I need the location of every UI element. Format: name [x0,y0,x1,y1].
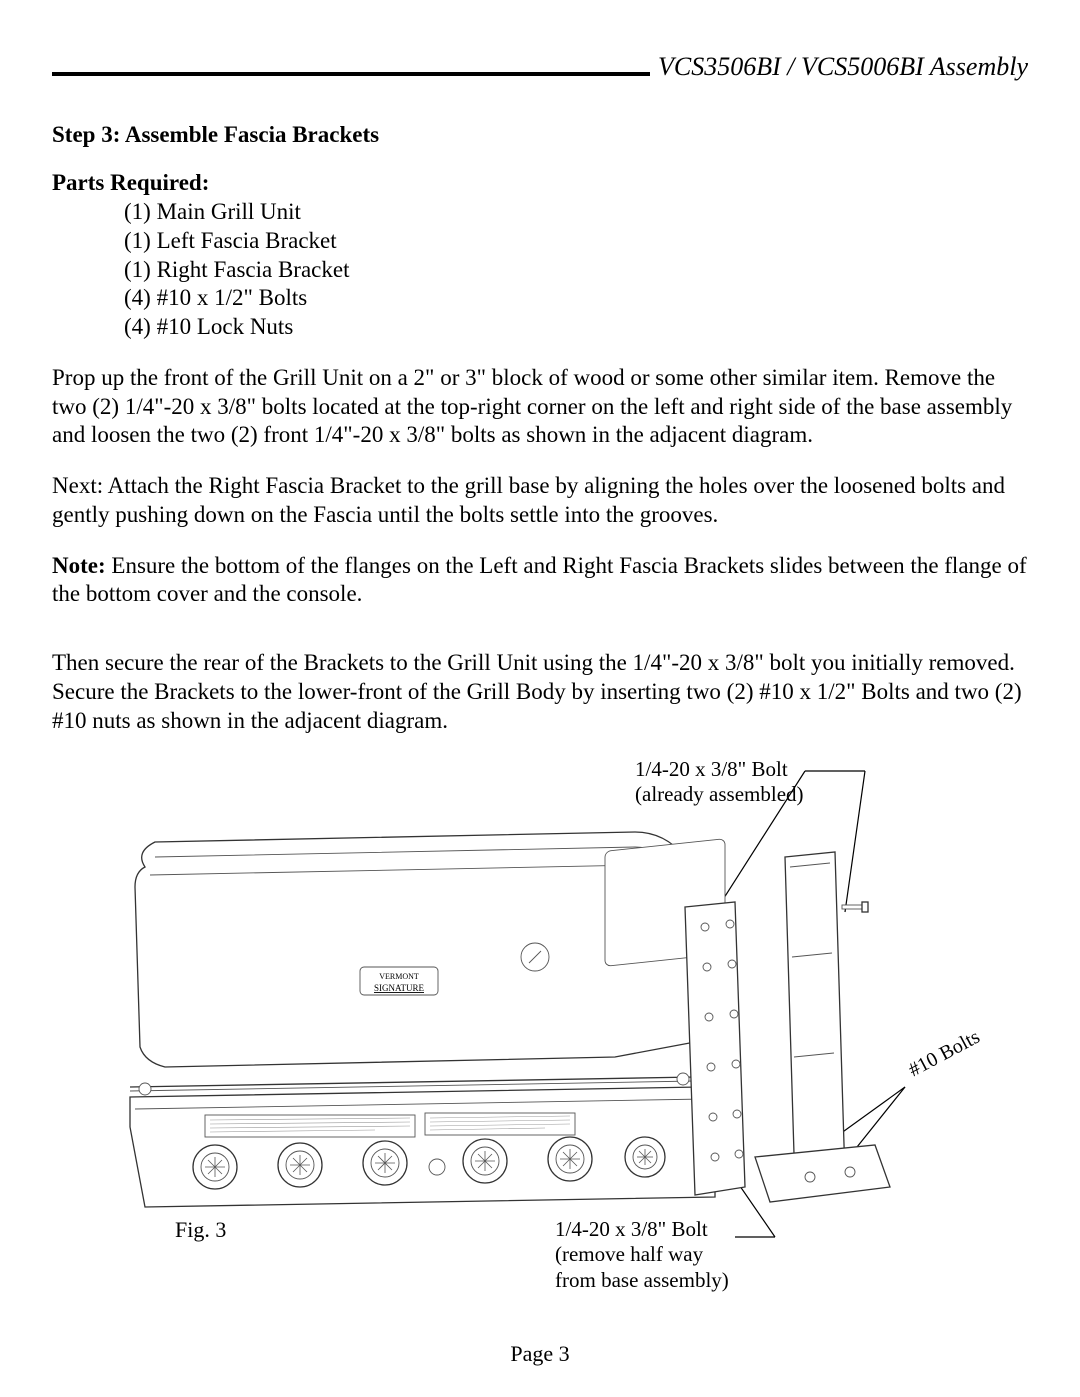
svg-text:VERMONT: VERMONT [379,972,419,981]
callout-top: 1/4-20 x 3/8" Bolt (already assembled) [635,757,804,807]
parts-item: (1) Right Fascia Bracket [124,256,1028,285]
callout-line: 1/4-20 x 3/8" Bolt [635,757,804,782]
parts-item: (1) Left Fascia Bracket [124,227,1028,256]
callout-line: 1/4-20 x 3/8" Bolt [555,1217,729,1242]
parts-list: (1) Main Grill Unit (1) Left Fascia Brac… [124,198,1028,342]
paragraph-1: Prop up the front of the Grill Unit on a… [52,364,1028,450]
note-text: Ensure the bottom of the flanges on the … [52,553,1027,607]
parts-item: (4) #10 x 1/2" Bolts [124,284,1028,313]
callout-bottom: 1/4-20 x 3/8" Bolt (remove half way from… [555,1217,729,1293]
svg-text:SIGNATURE: SIGNATURE [374,983,425,993]
paragraph-3: Note: Ensure the bottom of the flanges o… [52,552,1028,610]
header-title: VCS3506BI / VCS5006BI Assembly [658,52,1028,82]
paragraph-2: Next: Attach the Right Fascia Bracket to… [52,472,1028,530]
note-label: Note: [52,553,106,578]
figure-label: Fig. 3 [175,1217,226,1243]
header-rule [52,72,650,76]
page-number: Page 3 [0,1341,1080,1367]
header: VCS3506BI / VCS5006BI Assembly [52,52,1028,82]
diagram-svg: VERMONT SIGNATURE [75,757,1005,1277]
callout-line: from base assembly) [555,1268,729,1293]
parts-item: (4) #10 Lock Nuts [124,313,1028,342]
step-title: Step 3: Assemble Fascia Brackets [52,122,1028,148]
parts-required-heading: Parts Required: [52,170,1028,196]
paragraph-4: Then secure the rear of the Brackets to … [52,649,1028,735]
figure-3: 1/4-20 x 3/8" Bolt (already assembled) 1… [75,757,1005,1277]
callout-line: (remove half way [555,1242,729,1267]
callout-line: (already assembled) [635,782,804,807]
parts-item: (1) Main Grill Unit [124,198,1028,227]
